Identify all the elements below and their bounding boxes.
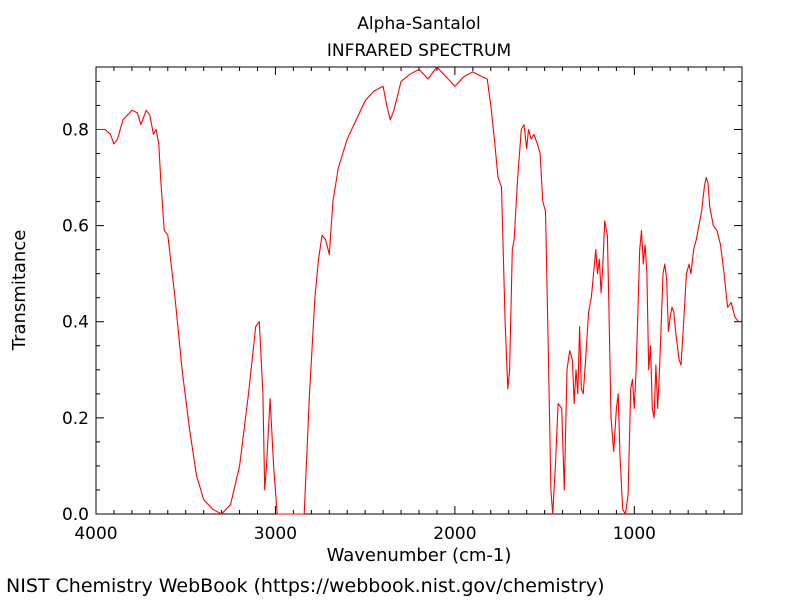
x-axis-label: Wavenumber (cm-1)	[327, 545, 512, 566]
x-tick-label: 4000	[74, 524, 117, 544]
plot-area	[95, 66, 743, 515]
x-tick-label: 1000	[613, 524, 656, 544]
source-credit: NIST Chemistry WebBook (https://webbook.…	[6, 575, 605, 597]
chart-title: Alpha-Santalol	[357, 14, 480, 34]
ticks-layer: 4000 3000 2000 1000 0.0 0.2 0.4 0.6 0.8	[62, 67, 743, 544]
y-tick-label: 0.2	[62, 409, 89, 429]
x-tick-label: 2000	[433, 524, 476, 544]
y-tick-label: 0.6	[62, 217, 89, 237]
y-tick-label: 0.8	[62, 120, 89, 140]
chart-subtitle: INFRARED SPECTRUM	[327, 41, 511, 61]
y-tick-label: 0.0	[62, 505, 89, 525]
x-tick-label: 3000	[254, 524, 297, 544]
series-layer	[96, 66, 739, 515]
spectrum-line	[96, 66, 739, 515]
y-axis-label: Transmitance	[9, 230, 30, 352]
y-tick-label: 0.4	[62, 313, 89, 333]
